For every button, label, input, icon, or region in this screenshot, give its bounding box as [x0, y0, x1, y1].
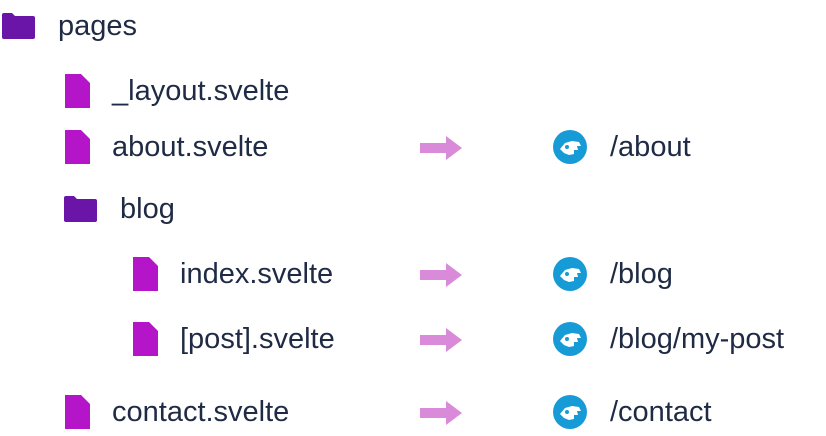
- route-icon: [553, 395, 587, 429]
- folder-icon: [2, 13, 35, 39]
- file-item: index.svelte: [130, 254, 333, 294]
- file-item: [post].svelte: [130, 319, 335, 359]
- tree-item-label: _layout.svelte: [112, 75, 290, 107]
- file-icon: [65, 395, 90, 429]
- tree-item-label: [post].svelte: [180, 323, 335, 355]
- tree-row-file: index.svelte/blog: [0, 254, 826, 294]
- route-item: /contact: [552, 392, 712, 432]
- folder-item: blog: [62, 189, 175, 229]
- tree-item-label: blog: [120, 193, 175, 225]
- tree-item-label: index.svelte: [180, 258, 334, 290]
- file-icon: [133, 257, 158, 291]
- route-icon: [553, 257, 587, 291]
- route-item: /blog: [552, 254, 673, 294]
- arrow-right-icon: [420, 328, 462, 352]
- file-icon: [65, 74, 90, 108]
- route-icon: [553, 130, 587, 164]
- route-icon: [553, 322, 587, 356]
- route-label: /about: [610, 131, 691, 163]
- arrow-right-icon: [420, 136, 462, 160]
- folder-item: pages: [0, 6, 137, 46]
- tree-row-folder: blog: [0, 189, 826, 229]
- file-item: _layout.svelte: [62, 71, 289, 111]
- arrow-right-icon: [420, 263, 462, 287]
- file-item: contact.svelte: [62, 392, 289, 432]
- file-icon: [133, 322, 158, 356]
- folder-icon: [64, 196, 97, 222]
- tree-item-label: pages: [58, 10, 138, 42]
- file-icon: [65, 130, 90, 164]
- route-item: /about: [552, 127, 691, 167]
- route-label: /blog: [610, 258, 673, 290]
- tree-item-label: contact.svelte: [112, 396, 290, 428]
- tree-row-file: contact.svelte/contact: [0, 392, 826, 432]
- tree-row-file: _layout.svelte: [0, 71, 826, 111]
- route-label: /blog/my-post: [610, 323, 785, 355]
- tree-row-file: [post].svelte/blog/my-post: [0, 319, 826, 359]
- route-item: /blog/my-post: [552, 319, 784, 359]
- tree-row-folder: pages: [0, 6, 826, 46]
- tree-row-file: about.svelte/about: [0, 127, 826, 167]
- file-item: about.svelte: [62, 127, 268, 167]
- route-label: /contact: [610, 396, 712, 428]
- arrow-right-icon: [420, 401, 462, 425]
- tree-item-label: about.svelte: [112, 131, 269, 163]
